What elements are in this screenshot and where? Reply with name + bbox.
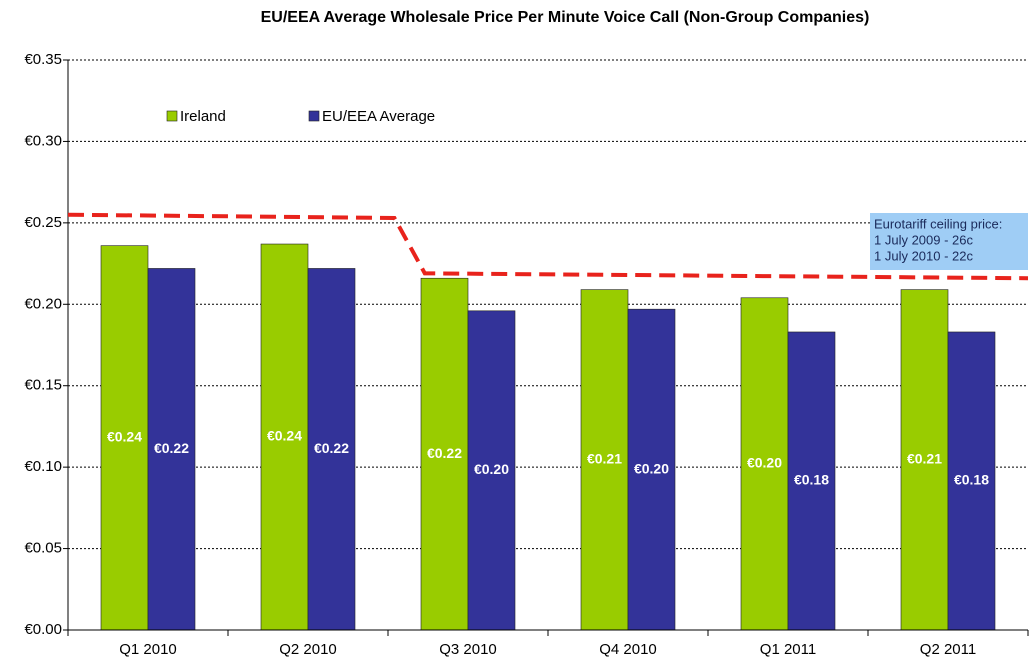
annotation-text: 1 July 2009 - 26c — [874, 232, 974, 247]
x-tick-label: Q4 2010 — [599, 641, 657, 658]
chart-title: EU/EEA Average Wholesale Price Per Minut… — [261, 9, 870, 26]
x-tick-label: Q3 2010 — [439, 641, 497, 658]
value-label: €0.24 — [107, 429, 142, 445]
legend-label: Ireland — [180, 108, 226, 125]
value-label: €0.22 — [314, 440, 349, 456]
y-tick-label: €0.35 — [24, 51, 62, 68]
y-tick-label: €0.30 — [24, 132, 62, 149]
value-label: €0.20 — [474, 461, 509, 477]
value-label: €0.20 — [747, 455, 782, 471]
y-tick-label: €0.25 — [24, 214, 62, 231]
x-tick-label: Q1 2010 — [119, 641, 177, 658]
value-label: €0.18 — [954, 472, 989, 488]
y-tick-label: €0.20 — [24, 295, 62, 312]
bar — [787, 331, 836, 631]
bar — [900, 289, 949, 631]
y-tick-label: €0.15 — [24, 377, 62, 394]
bar — [740, 297, 789, 631]
bar — [147, 268, 196, 631]
legend-swatch — [308, 110, 320, 122]
value-label: €0.22 — [154, 440, 189, 456]
value-label: €0.20 — [634, 460, 669, 476]
legend-label: EU/EEA Average — [322, 108, 435, 125]
bar — [467, 310, 516, 631]
bar — [307, 268, 356, 631]
x-tick-label: Q2 2011 — [920, 641, 976, 658]
bar — [100, 245, 149, 631]
bar — [260, 243, 309, 631]
x-tick-label: Q2 2010 — [279, 641, 337, 658]
y-tick-label: €0.10 — [24, 458, 62, 475]
annotation-text: 1 July 2010 - 22c — [874, 248, 974, 263]
y-tick-label: €0.00 — [24, 621, 62, 638]
value-label: €0.18 — [794, 472, 829, 488]
value-label: €0.21 — [587, 451, 622, 467]
annotation-box — [870, 213, 1028, 270]
bar — [420, 277, 469, 631]
x-tick-label: Q1 2011 — [760, 641, 816, 658]
legend-swatch — [166, 110, 178, 122]
annotation-text: Eurotariff ceiling price: — [874, 216, 1002, 231]
value-label: €0.24 — [267, 428, 302, 444]
value-label: €0.22 — [427, 445, 462, 461]
bar — [580, 289, 629, 631]
bar — [947, 331, 996, 631]
value-label: €0.21 — [907, 451, 942, 467]
bar — [627, 308, 676, 631]
y-tick-label: €0.05 — [24, 540, 62, 557]
